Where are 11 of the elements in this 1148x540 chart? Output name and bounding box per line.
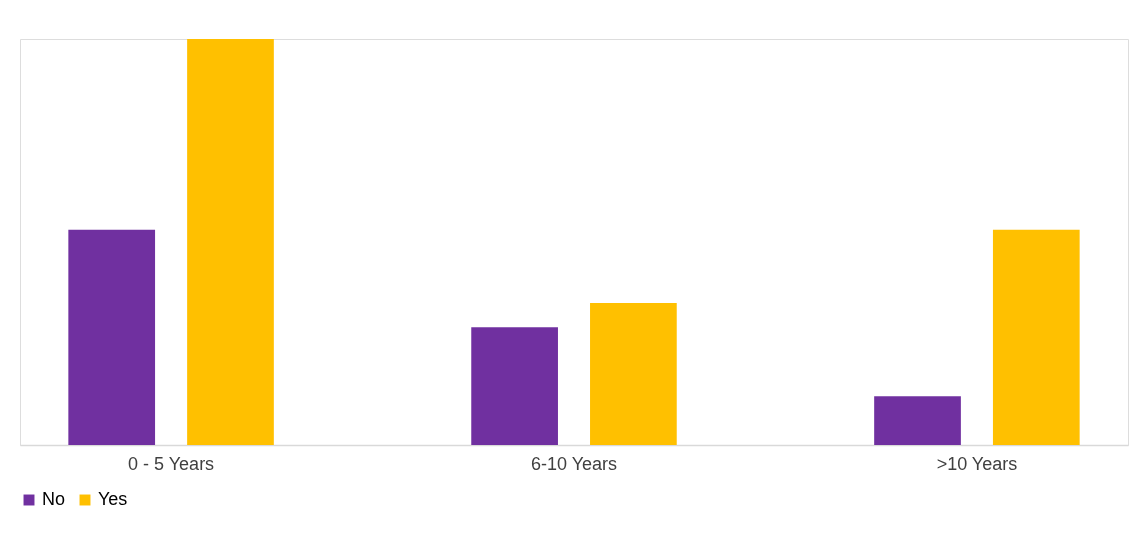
legend-label: Yes [98, 489, 128, 509]
bar [992, 229, 1080, 445]
bar [187, 39, 274, 445]
x-tick-label: 0 - 5 Years [128, 453, 215, 474]
legend-label: No [42, 489, 66, 509]
bar [68, 229, 156, 445]
bar [471, 327, 558, 445]
x-tick-label: >10 Years [936, 453, 1018, 474]
bar [590, 302, 677, 445]
bar [874, 396, 961, 445]
x-tick-label: 6-10 Years [530, 453, 618, 474]
